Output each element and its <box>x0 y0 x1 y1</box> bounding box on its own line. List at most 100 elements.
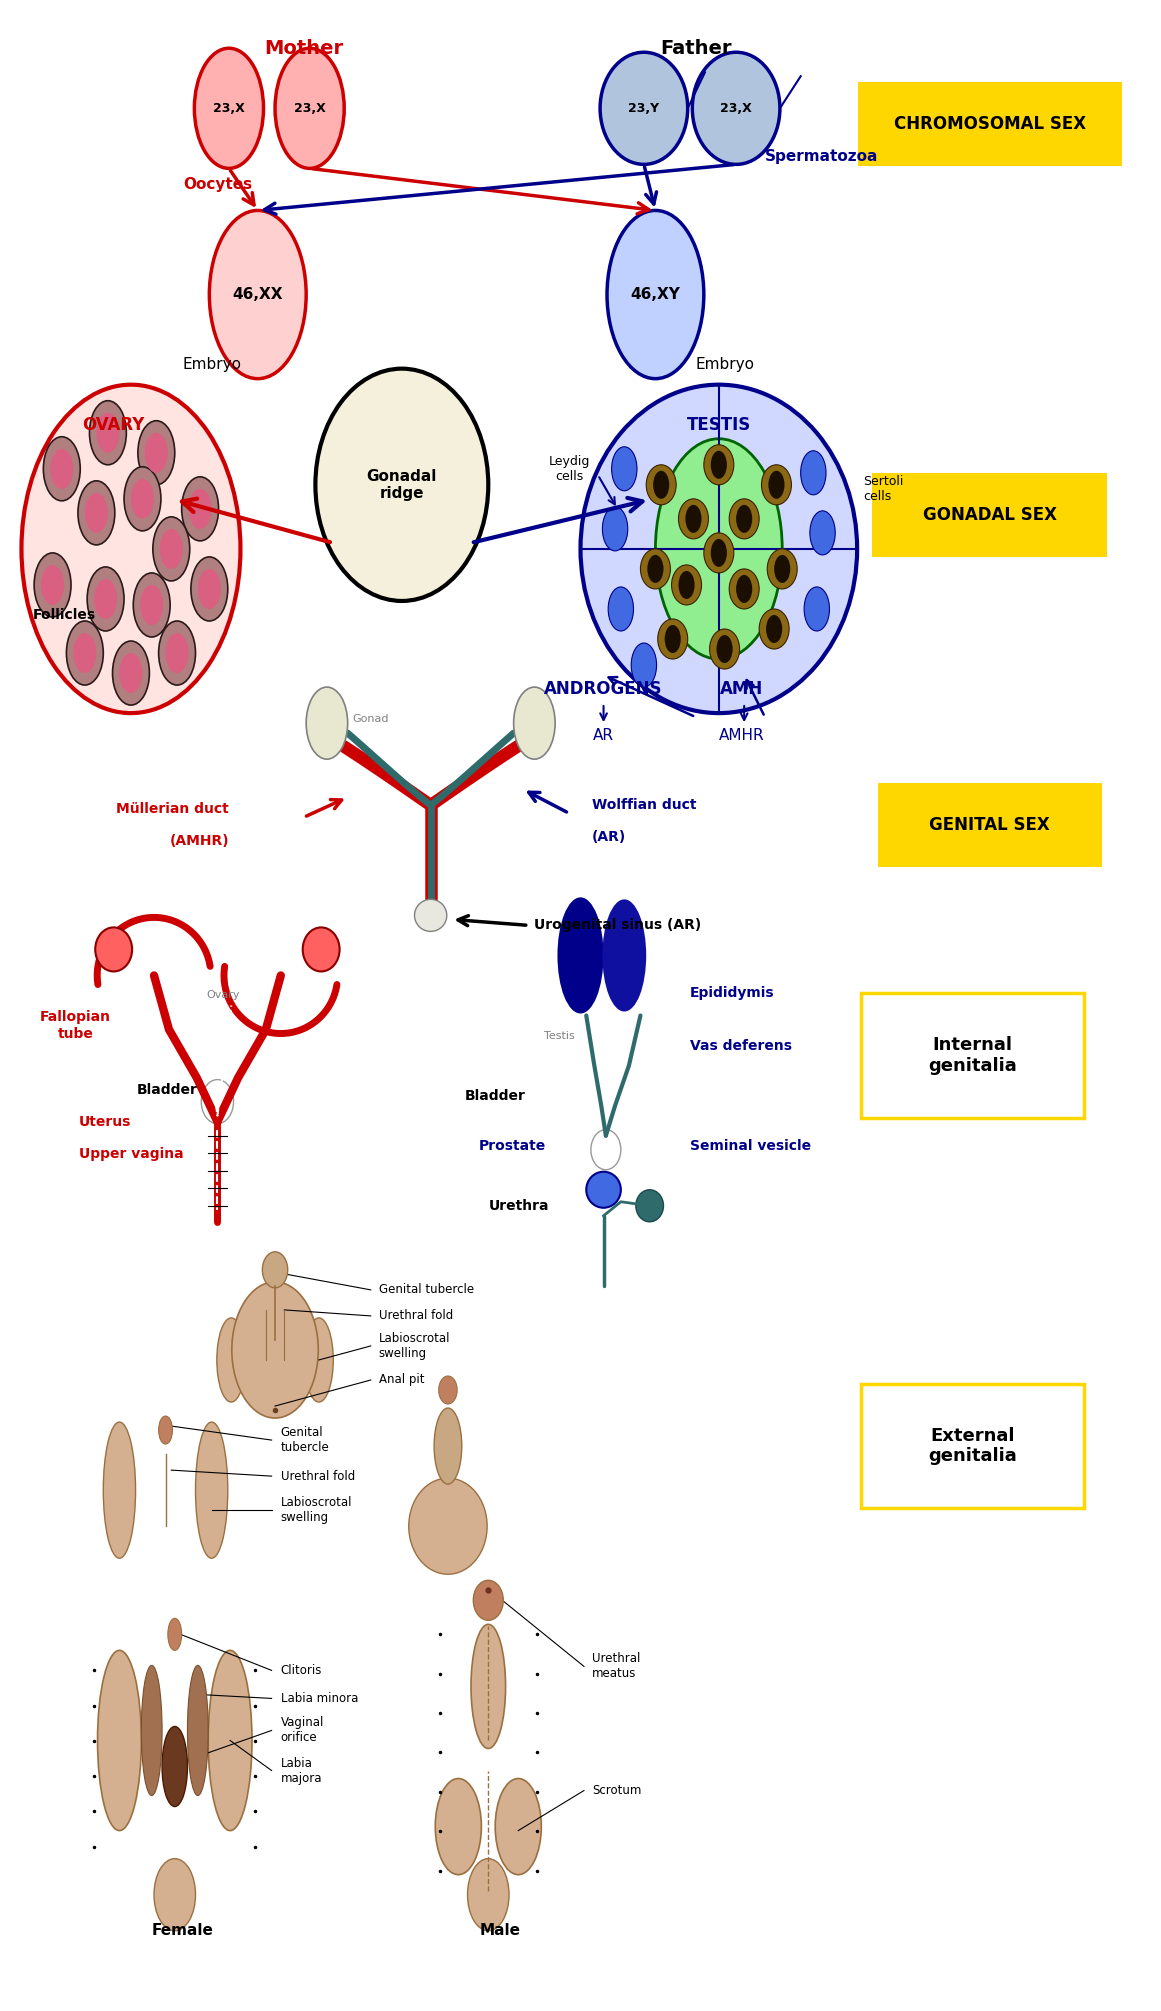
Text: Scrotum: Scrotum <box>592 1784 641 1798</box>
Ellipse shape <box>316 368 489 601</box>
Circle shape <box>197 569 221 609</box>
Circle shape <box>73 633 96 674</box>
Text: GENITAL SEX: GENITAL SEX <box>929 816 1050 835</box>
Text: Labioscrotal
swelling: Labioscrotal swelling <box>281 1496 352 1524</box>
Text: Clitoris: Clitoris <box>281 1663 323 1677</box>
Text: Anal pit: Anal pit <box>378 1374 424 1386</box>
Text: Vas deferens: Vas deferens <box>690 1038 792 1052</box>
Ellipse shape <box>767 549 798 589</box>
Circle shape <box>736 575 752 603</box>
Ellipse shape <box>201 1080 233 1124</box>
Circle shape <box>85 493 108 533</box>
Circle shape <box>134 573 171 637</box>
Text: Labia minora: Labia minora <box>281 1691 359 1705</box>
Text: (AR): (AR) <box>592 831 626 845</box>
FancyBboxPatch shape <box>878 782 1102 867</box>
Ellipse shape <box>208 1651 252 1830</box>
Ellipse shape <box>195 1422 228 1559</box>
Ellipse shape <box>103 1422 136 1559</box>
Text: Female: Female <box>152 1923 214 1939</box>
Text: Embryo: Embryo <box>695 358 755 372</box>
Text: AR: AR <box>593 728 614 742</box>
Circle shape <box>608 587 634 631</box>
Ellipse shape <box>439 1376 457 1404</box>
Text: Urethral
meatus: Urethral meatus <box>592 1653 641 1681</box>
Ellipse shape <box>600 52 687 165</box>
Ellipse shape <box>98 1651 142 1830</box>
Circle shape <box>769 471 785 499</box>
Text: Upper vagina: Upper vagina <box>79 1146 183 1160</box>
Ellipse shape <box>557 897 604 1014</box>
Circle shape <box>188 489 211 529</box>
Ellipse shape <box>692 52 780 165</box>
Ellipse shape <box>496 1778 541 1874</box>
Text: Gonad: Gonad <box>352 714 389 724</box>
Text: Urethral fold: Urethral fold <box>281 1470 355 1482</box>
Circle shape <box>632 644 657 688</box>
Circle shape <box>41 565 64 605</box>
Circle shape <box>43 436 80 501</box>
Ellipse shape <box>95 927 132 971</box>
Text: Urethra: Urethra <box>489 1199 549 1213</box>
Circle shape <box>607 211 704 378</box>
Circle shape <box>685 505 701 533</box>
Ellipse shape <box>434 1408 462 1484</box>
Circle shape <box>810 511 835 555</box>
Text: Labia
majora: Labia majora <box>281 1756 323 1784</box>
Circle shape <box>307 688 347 760</box>
Text: Ovary: Ovary <box>205 991 239 1001</box>
Circle shape <box>131 479 154 519</box>
Ellipse shape <box>217 1317 246 1402</box>
Text: Spermatozoa: Spermatozoa <box>765 149 879 163</box>
Ellipse shape <box>647 465 676 505</box>
Text: 23,Y: 23,Y <box>628 103 659 115</box>
Text: TESTIS: TESTIS <box>686 416 751 434</box>
Text: Leydig
cells: Leydig cells <box>548 454 590 483</box>
Circle shape <box>190 557 228 621</box>
Circle shape <box>275 48 344 169</box>
Text: Vaginal
orifice: Vaginal orifice <box>281 1717 324 1744</box>
Text: Fallopian
tube: Fallopian tube <box>41 1010 111 1040</box>
Ellipse shape <box>262 1251 288 1287</box>
Ellipse shape <box>591 1130 621 1170</box>
Text: AMH: AMH <box>720 680 764 698</box>
Circle shape <box>612 446 637 491</box>
Circle shape <box>78 481 115 545</box>
Circle shape <box>801 450 825 495</box>
Circle shape <box>209 211 307 378</box>
Text: Oocytes: Oocytes <box>182 177 252 191</box>
Circle shape <box>678 571 694 599</box>
Ellipse shape <box>232 1281 318 1418</box>
Ellipse shape <box>414 899 447 931</box>
FancyBboxPatch shape <box>860 993 1084 1118</box>
Text: OVARY: OVARY <box>82 416 145 434</box>
Ellipse shape <box>636 1191 663 1223</box>
Circle shape <box>89 400 127 465</box>
Circle shape <box>138 420 175 485</box>
Circle shape <box>120 654 143 694</box>
Circle shape <box>603 507 628 551</box>
Ellipse shape <box>704 533 734 573</box>
Ellipse shape <box>159 1416 173 1444</box>
Text: Müllerian duct: Müllerian duct <box>116 802 229 816</box>
Circle shape <box>50 448 73 489</box>
Circle shape <box>160 529 182 569</box>
Circle shape <box>736 505 752 533</box>
FancyBboxPatch shape <box>872 473 1108 557</box>
Ellipse shape <box>21 384 240 714</box>
Ellipse shape <box>759 609 789 650</box>
Text: (AMHR): (AMHR) <box>170 835 229 849</box>
Circle shape <box>656 438 783 660</box>
Ellipse shape <box>709 629 740 670</box>
Circle shape <box>766 615 783 644</box>
Text: Sertoli
cells: Sertoli cells <box>863 475 903 503</box>
Circle shape <box>153 517 189 581</box>
Text: 23,X: 23,X <box>720 103 752 115</box>
Text: Urogenital sinus (AR): Urogenital sinus (AR) <box>534 919 701 933</box>
Text: Wolffian duct: Wolffian duct <box>592 798 697 812</box>
Circle shape <box>648 555 663 583</box>
Circle shape <box>87 567 124 631</box>
Ellipse shape <box>671 565 701 605</box>
Circle shape <box>145 432 168 473</box>
Text: Uterus: Uterus <box>79 1114 131 1128</box>
